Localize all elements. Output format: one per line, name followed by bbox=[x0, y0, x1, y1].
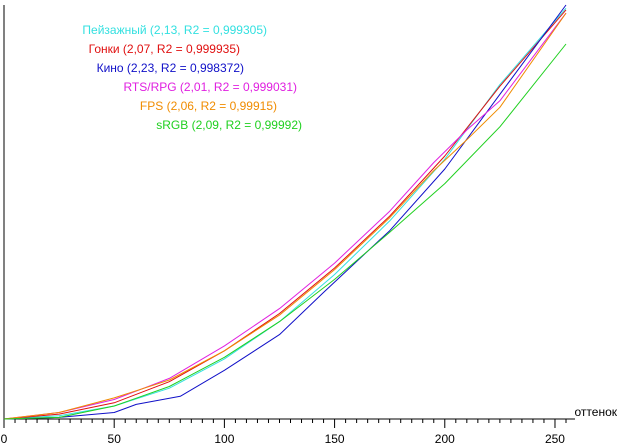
legend-entry-6: sRGB (2,09, R2 = 0,99992) bbox=[156, 118, 302, 132]
legend-entry-3: Кино (2,23, R2 = 0,998372) bbox=[97, 61, 244, 75]
legend-entry-2: Гонки (2,07, R2 = 0,999935) bbox=[89, 42, 240, 56]
chart-axes: 0 50 100 150 200 250 оттенок bbox=[1, 5, 618, 445]
x-tick-label: 100 bbox=[214, 432, 234, 445]
series-line-5 bbox=[3, 12, 567, 420]
x-axis-title: оттенок bbox=[575, 405, 618, 419]
legend-entry-1: Пейзажный (2,13, R2 = 0,999305) bbox=[82, 23, 267, 37]
series-line-2 bbox=[3, 9, 567, 420]
series-line-6 bbox=[3, 43, 567, 420]
x-tick-label: 150 bbox=[325, 432, 345, 445]
series-line-1 bbox=[3, 7, 567, 420]
chart-legend: Пейзажный (2,13, R2 = 0,999305) Гонки (2,… bbox=[82, 23, 302, 132]
series-line-4 bbox=[3, 12, 567, 420]
series-line-3 bbox=[3, 4, 567, 420]
x-tick-label: 0 bbox=[1, 432, 8, 445]
x-tick-label: 200 bbox=[435, 432, 455, 445]
chart-curves bbox=[3, 4, 567, 420]
legend-entry-5: FPS (2,06, R2 = 0,99915) bbox=[140, 99, 277, 113]
x-tick-label: 250 bbox=[545, 432, 565, 445]
x-tick-label: 50 bbox=[108, 432, 122, 445]
legend-entry-4: RTS/RPG (2,01, R2 = 0,999031) bbox=[123, 80, 297, 94]
